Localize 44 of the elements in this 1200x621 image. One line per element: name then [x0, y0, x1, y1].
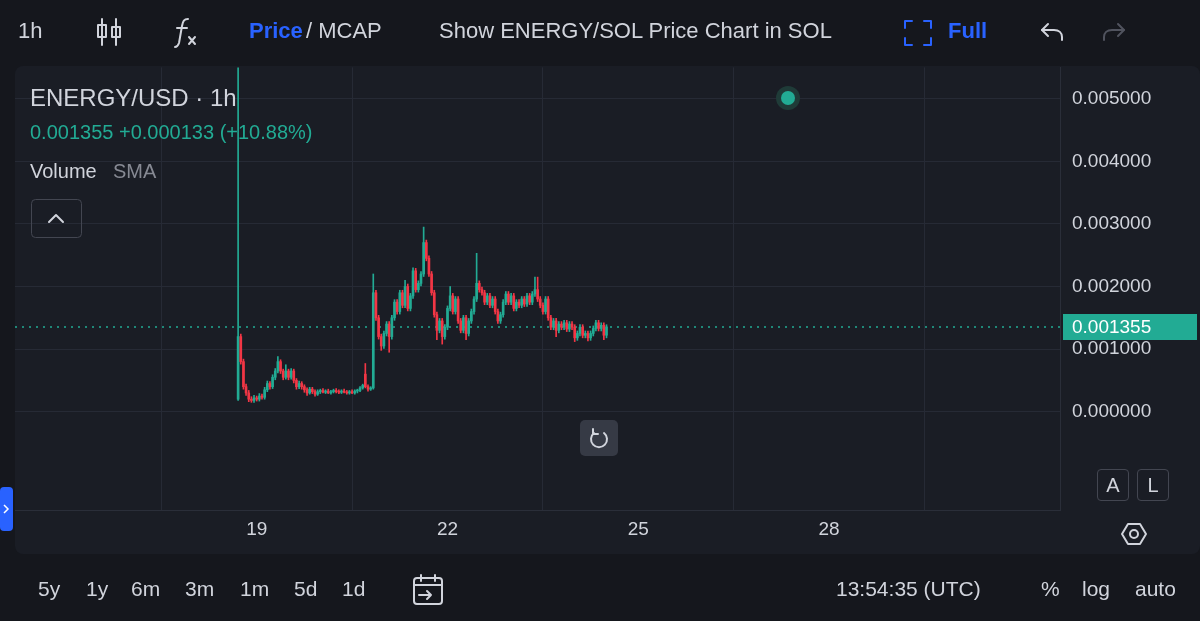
text: %	[1041, 577, 1060, 601]
candlestick	[483, 289, 486, 305]
candlestick	[454, 296, 457, 315]
annotation: SMA	[113, 160, 157, 183]
y-tick-label: 0.005000	[1072, 86, 1152, 108]
candlestick	[584, 330, 587, 339]
candlestick	[311, 386, 314, 394]
candlestick	[552, 318, 555, 331]
candlestick	[438, 318, 441, 334]
text: A	[1097, 469, 1129, 501]
text: / MCAP	[306, 18, 382, 44]
x-tick-label: 25	[627, 517, 649, 539]
candlestick	[364, 363, 367, 389]
text: Full	[948, 18, 988, 44]
x-tick-label: 28	[818, 517, 840, 539]
y-tick-label: 0.003000	[1072, 212, 1152, 234]
candlestick	[491, 296, 494, 309]
text: ENERGY/USD · 1h	[30, 84, 237, 112]
annotation: Volume	[30, 160, 97, 183]
text: 6m	[131, 577, 161, 601]
text: Price	[249, 18, 303, 44]
text: 1d	[342, 577, 366, 601]
candlestick	[523, 296, 526, 307]
x-tick-label: 22	[436, 517, 459, 539]
y-tick-label: 0.002000	[1072, 274, 1152, 296]
text: 3m	[185, 577, 215, 601]
text: log	[1082, 577, 1111, 601]
candlestick	[303, 384, 306, 393]
text: auto	[1135, 577, 1176, 601]
text: 1h	[18, 18, 43, 44]
candlestick	[401, 289, 404, 309]
candlestick	[462, 314, 465, 334]
text: 1m	[240, 577, 270, 601]
text: 13:54:35 (UTC)	[836, 577, 981, 601]
text: 5d	[294, 577, 318, 601]
y-tick-label: 0.004000	[1072, 149, 1152, 171]
ref-line-label: 0.001355	[1072, 316, 1152, 338]
x-tick-label: 19	[246, 517, 268, 539]
y-tick-label: 0.001000	[1072, 337, 1152, 359]
text: L	[1137, 469, 1169, 501]
text: Show ENERGY/SOL Price Chart in SOL	[439, 18, 832, 44]
text: 1y	[86, 577, 109, 601]
text: 5y	[38, 577, 61, 601]
y-tick-label: 0.000000	[1072, 399, 1152, 421]
